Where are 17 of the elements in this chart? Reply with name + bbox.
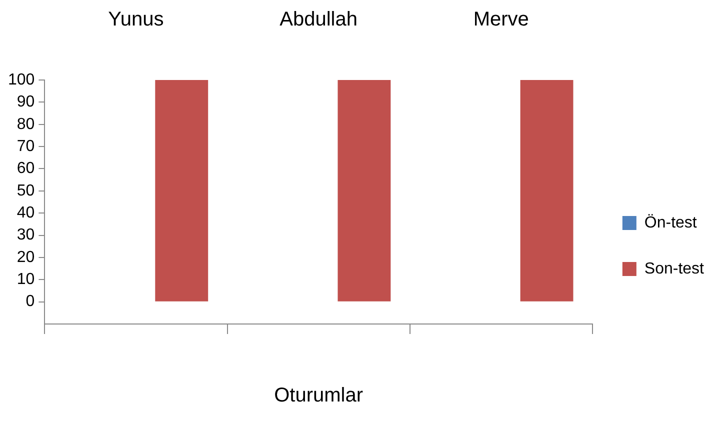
y-tick-label: 40	[16, 204, 35, 222]
y-tick-label: 70	[16, 138, 35, 155]
legend-label: Son-test	[644, 260, 705, 278]
y-tick-label: 0	[26, 293, 35, 310]
y-tick-label: 60	[16, 160, 35, 178]
x-tick-label: Yunus	[108, 8, 164, 31]
y-tick-label: 90	[16, 94, 35, 111]
y-tick-label: 100	[8, 71, 35, 88]
y-tick-label: 30	[16, 226, 35, 244]
x-tick-label: Abdullah	[280, 8, 358, 31]
legend-label: Ön-test	[644, 213, 698, 232]
x-axis-title: Oturumlar	[274, 384, 364, 407]
y-tick-label: 80	[16, 116, 35, 133]
y-tick-label: 50	[16, 182, 35, 200]
y-tick-label: 10	[16, 271, 35, 288]
y-tick-label: 20	[16, 248, 35, 266]
x-tick-label: Merve	[473, 8, 529, 31]
